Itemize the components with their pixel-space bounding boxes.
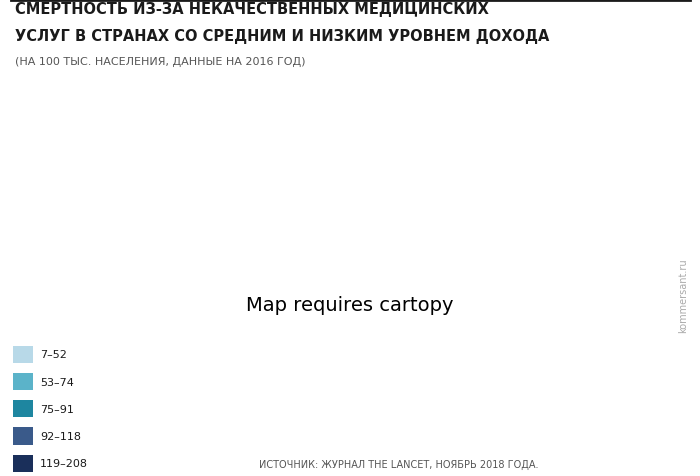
Text: Map requires cartopy: Map requires cartopy	[246, 296, 454, 315]
FancyBboxPatch shape	[13, 427, 33, 445]
Text: СМЕРТНОСТЬ ИЗ-ЗА НЕКАЧЕСТВЕННЫХ МЕДИЦИНСКИХ: СМЕРТНОСТЬ ИЗ-ЗА НЕКАЧЕСТВЕННЫХ МЕДИЦИНС…	[15, 2, 489, 17]
Text: (НА 100 ТЫС. НАСЕЛЕНИЯ, ДАННЫЕ НА 2016 ГОД): (НА 100 ТЫС. НАСЕЛЕНИЯ, ДАННЫЕ НА 2016 Г…	[15, 57, 306, 67]
FancyBboxPatch shape	[13, 455, 33, 472]
FancyBboxPatch shape	[13, 346, 33, 363]
FancyBboxPatch shape	[13, 400, 33, 417]
Text: 75–91: 75–91	[41, 404, 74, 414]
Text: 53–74: 53–74	[41, 377, 74, 387]
Text: 92–118: 92–118	[41, 431, 81, 441]
Text: 7–52: 7–52	[41, 350, 67, 359]
Text: 119–208: 119–208	[41, 458, 88, 468]
Text: УСЛУГ В СТРАНАХ СО СРЕДНИМ И НИЗКИМ УРОВНЕМ ДОХОДА: УСЛУГ В СТРАНАХ СО СРЕДНИМ И НИЗКИМ УРОВ…	[15, 29, 550, 43]
Text: ИСТОЧНИК: ЖУРНАЛ THE LANCET, НОЯБРЬ 2018 ГОДА.: ИСТОЧНИК: ЖУРНАЛ THE LANCET, НОЯБРЬ 2018…	[259, 459, 538, 469]
FancyBboxPatch shape	[13, 373, 33, 390]
Text: kommersant.ru: kommersant.ru	[678, 258, 688, 332]
